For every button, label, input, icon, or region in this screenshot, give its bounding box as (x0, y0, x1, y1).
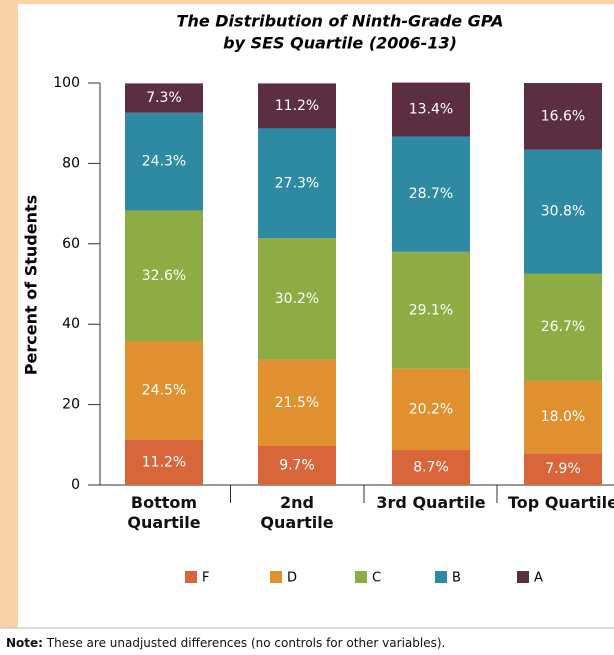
data-label: 20.2% (409, 401, 453, 417)
bar-segment (125, 210, 203, 342)
y-tick-label: 60 (62, 236, 80, 252)
legend-label: A (534, 571, 543, 586)
chart-title: The Distribution of Ninth-Grade GPA (177, 12, 504, 31)
note-text: These are unadjusted differences (no con… (42, 636, 446, 650)
bar-segment (524, 453, 602, 485)
bar-segment (258, 446, 336, 485)
note: Note: These are unadjusted differences (… (6, 636, 445, 650)
bar-segment (258, 128, 336, 239)
data-label: 24.5% (142, 383, 186, 399)
bar-segment (258, 83, 336, 129)
data-label: 30.8% (541, 204, 585, 220)
chart-title: by SES Quartile (2006-13) (223, 34, 457, 53)
x-tick-label: 2nd Quartile (260, 493, 334, 532)
data-label: 13.4% (409, 102, 453, 118)
legend-label: F (202, 571, 209, 586)
bar-segment (524, 83, 602, 150)
bar-segment (524, 149, 602, 274)
data-label: 18.0% (541, 409, 585, 425)
bar-segment (125, 439, 203, 485)
bar-segment (258, 359, 336, 447)
data-label: 28.7% (409, 186, 453, 202)
data-label: 9.7% (279, 458, 315, 474)
legend-swatch (185, 571, 197, 583)
bar-segment (392, 368, 470, 451)
bar-segment (524, 273, 602, 381)
bar-segment (125, 112, 203, 211)
x-tick-label: Top Quartile (508, 493, 614, 512)
data-label: 29.1% (409, 302, 453, 318)
data-label: 32.6% (142, 268, 186, 284)
y-tick-label: 100 (53, 75, 80, 91)
legend-swatch (270, 571, 282, 583)
legend-label: C (372, 571, 381, 586)
legend-swatch (517, 571, 529, 583)
y-axis-label: Percent of Students (22, 195, 41, 375)
side-strip (0, 0, 18, 628)
data-label: 7.9% (545, 461, 581, 477)
bar-segment (125, 83, 203, 113)
bar-segment (392, 136, 470, 252)
x-tick-label: 3rd Quartile (376, 493, 486, 512)
data-label: 11.2% (142, 454, 186, 470)
data-label: 26.7% (541, 319, 585, 335)
legend-swatch (435, 571, 447, 583)
legend-label: B (452, 571, 461, 586)
data-label: 27.3% (275, 175, 319, 191)
bar-segment (524, 380, 602, 454)
y-tick-label: 20 (62, 397, 80, 413)
data-label: 8.7% (413, 460, 449, 476)
data-label: 30.2% (275, 291, 319, 307)
top-strip (0, 0, 614, 4)
bar-segment (392, 82, 470, 137)
data-label: 11.2% (275, 98, 319, 114)
y-tick-label: 40 (62, 316, 80, 332)
data-label: 24.3% (142, 154, 186, 170)
bar-segment (392, 450, 470, 485)
y-tick-label: 80 (62, 155, 80, 171)
bar-segment (258, 238, 336, 360)
data-label: 16.6% (541, 108, 585, 124)
x-tick-label: Bottom Quartile (127, 493, 201, 532)
data-label: 7.3% (146, 90, 182, 106)
legend-swatch (355, 571, 367, 583)
bar-segment (125, 341, 203, 440)
legend-label: D (287, 571, 297, 586)
y-tick-label: 0 (71, 477, 80, 493)
bar-segment (392, 251, 470, 369)
data-label: 21.5% (275, 395, 319, 411)
note-label: Note: (6, 636, 43, 650)
